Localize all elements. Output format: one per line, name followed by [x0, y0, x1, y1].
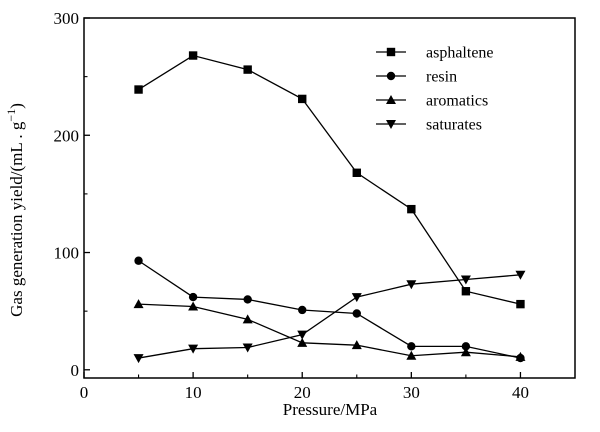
data-point-resin: [352, 309, 361, 318]
plot-border: [83, 17, 576, 379]
legend-label: saturates: [426, 117, 482, 134]
data-point-aromatics: [133, 299, 144, 309]
data-point-resin: [188, 292, 198, 302]
data-point-saturates: [297, 330, 308, 340]
data-point-aromatics: [351, 340, 362, 350]
x-axis-title: Pressure/MPa: [283, 400, 378, 419]
legend-label: aromatics: [426, 93, 488, 110]
data-point-asphaltene: [298, 94, 307, 104]
data-point-asphaltene: [516, 299, 525, 309]
series-line-saturates: [138, 274, 521, 359]
data-point-aromatics: [297, 337, 308, 347]
x-axis: 0 10 20 30 40: [80, 372, 529, 402]
data-point-saturates: [133, 354, 144, 364]
data-point-resin: [243, 295, 252, 304]
y-tick-label: 300: [54, 9, 80, 28]
legend-item-resin: resin: [376, 69, 457, 86]
series-asphaltene: [134, 51, 525, 309]
legend-item-saturates: saturates: [376, 117, 482, 134]
legend-item-aromatics: aromatics: [376, 93, 488, 110]
series-line-aromatics: [138, 303, 521, 358]
y-axis-title-superscript: −1: [4, 109, 18, 122]
data-point-resin: [298, 305, 307, 315]
legend-label: asphaltene: [426, 45, 494, 62]
data-point-saturates: [406, 280, 417, 290]
data-point-asphaltene: [407, 204, 416, 214]
legend-marker: [386, 120, 396, 129]
y-axis-title-end: ): [7, 103, 26, 109]
x-tick-label: 0: [80, 383, 89, 402]
data-point-aromatics: [406, 350, 417, 360]
y-tick-label: 200: [54, 126, 80, 145]
legend-label: resin: [426, 69, 457, 86]
x-tick-label: 10: [185, 383, 202, 402]
plot-frame: [83, 17, 576, 379]
legend-item-asphaltene: asphaltene: [376, 45, 494, 62]
data-point-saturates: [515, 270, 526, 280]
series-line-asphaltene: [138, 54, 521, 305]
data-point-aromatics: [460, 347, 471, 357]
y-axis-title: Gas generation yield/(mL . g−1): [4, 103, 26, 317]
y-axis-title-main: Gas generation yield/(mL . g: [7, 121, 26, 317]
series-line-resin: [138, 260, 521, 359]
series-saturates: [133, 270, 526, 364]
data-point-aromatics: [515, 351, 526, 361]
x-tick-label: 20: [294, 383, 311, 402]
data-point-saturates: [460, 275, 471, 285]
data-point-saturates: [242, 343, 253, 353]
data-point-resin: [461, 342, 471, 351]
data-point-asphaltene: [134, 85, 143, 94]
data-point-saturates: [351, 293, 362, 303]
legend-marker: [386, 95, 396, 104]
legend-marker: [386, 71, 396, 81]
data-point-asphaltene: [352, 168, 361, 177]
y-tick-label: 0: [71, 361, 80, 380]
x-tick-label: 40: [512, 383, 529, 402]
y-axis: 0 100 200 300: [54, 9, 90, 380]
y-tick-label: 100: [54, 244, 80, 263]
data-point-resin: [407, 342, 416, 351]
series-layer: [133, 51, 526, 364]
data-point-saturates: [188, 344, 199, 354]
legend-marker: [386, 47, 396, 57]
data-point-asphaltene: [188, 51, 198, 60]
data-point-asphaltene: [243, 65, 252, 74]
data-point-resin: [134, 256, 143, 265]
series-aromatics: [133, 299, 526, 361]
data-point-asphaltene: [461, 287, 471, 296]
legend: asphaltene resin aromatics saturates: [376, 45, 494, 134]
data-point-aromatics: [188, 301, 199, 311]
data-point-aromatics: [242, 314, 253, 324]
x-tick-label: 30: [403, 383, 420, 402]
